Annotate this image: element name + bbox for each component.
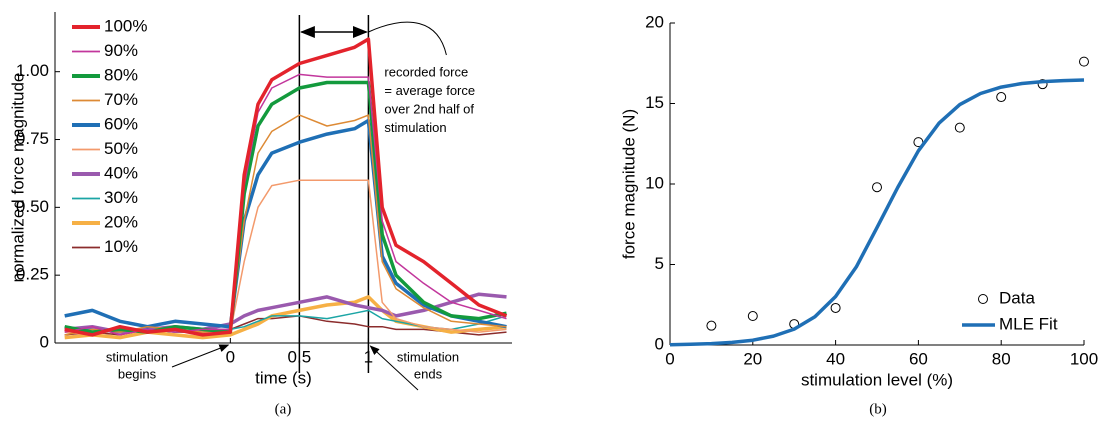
- end-arrow: [369, 345, 419, 391]
- y-tick-label: 0: [40, 332, 49, 351]
- y-tick-label: 20: [645, 12, 664, 31]
- y-tick-label: 5: [655, 254, 664, 273]
- x-axis-label: stimulation level (%): [801, 370, 953, 389]
- legend-swatch: [978, 294, 988, 304]
- y-tick-label: 10: [645, 173, 664, 192]
- start-arrow: [171, 344, 230, 368]
- x-tick-label: 100: [1070, 349, 1098, 368]
- data-point: [1037, 79, 1048, 90]
- y-tick-label: 1.00: [16, 61, 49, 80]
- legend-label: 30%: [104, 188, 138, 207]
- x-tick-label: 0: [665, 349, 674, 368]
- legend-label: MLE Fit: [999, 314, 1058, 333]
- data-point: [1079, 56, 1089, 67]
- y-tick-label: 0.50: [16, 197, 49, 216]
- y-axis-label: normalized force magnitude: [8, 73, 27, 283]
- legend-label: 90%: [104, 41, 138, 60]
- x-axis-label: time (s): [255, 368, 312, 387]
- x-tick-label: 20: [743, 349, 762, 368]
- caption: (b): [869, 401, 887, 417]
- note-text: recorded force: [384, 64, 468, 79]
- end-note: ends: [414, 366, 443, 381]
- legend-label: 20%: [104, 212, 138, 231]
- caption: (a): [275, 401, 292, 417]
- legend-label: Data: [999, 288, 1035, 307]
- legend-label: 70%: [104, 90, 138, 109]
- series-line: [64, 292, 507, 334]
- legend-label: 10%: [104, 237, 138, 256]
- y-tick-label: 0: [655, 334, 664, 353]
- x-tick-label: 80: [992, 349, 1011, 368]
- data-point: [830, 302, 841, 313]
- legend-label: 100%: [104, 16, 147, 35]
- series-line: [64, 73, 507, 336]
- start-note: begins: [118, 366, 157, 381]
- y-tick-label: 0.75: [16, 129, 49, 148]
- series-line: [64, 118, 507, 329]
- legend-label: 50%: [104, 139, 138, 158]
- series-line: [64, 37, 508, 337]
- data-point: [747, 311, 758, 322]
- y-tick-label: 15: [645, 93, 664, 112]
- x-tick-label: 0: [226, 347, 235, 366]
- y-tick-label: 0.25: [16, 265, 49, 284]
- legend-label: 60%: [104, 114, 138, 133]
- data-point: [996, 92, 1007, 103]
- x-tick-label: 40: [826, 349, 845, 368]
- legend-label: 40%: [104, 163, 138, 182]
- legend-label: 80%: [104, 65, 138, 84]
- note-text: stimulation: [384, 120, 446, 135]
- data-point: [872, 182, 882, 193]
- end-note: stimulation: [397, 349, 459, 364]
- data-point: [954, 122, 965, 133]
- x-tick-label: 60: [909, 349, 928, 368]
- note-connector: [368, 21, 447, 56]
- note-text: over 2nd half of: [384, 101, 474, 116]
- data-point: [706, 320, 717, 331]
- y-axis-label: force magnitude (N): [619, 109, 638, 259]
- note-text: = average force: [384, 83, 475, 98]
- series-line: [64, 114, 507, 336]
- start-note: stimulation: [106, 349, 168, 364]
- fit-line: [669, 78, 1085, 347]
